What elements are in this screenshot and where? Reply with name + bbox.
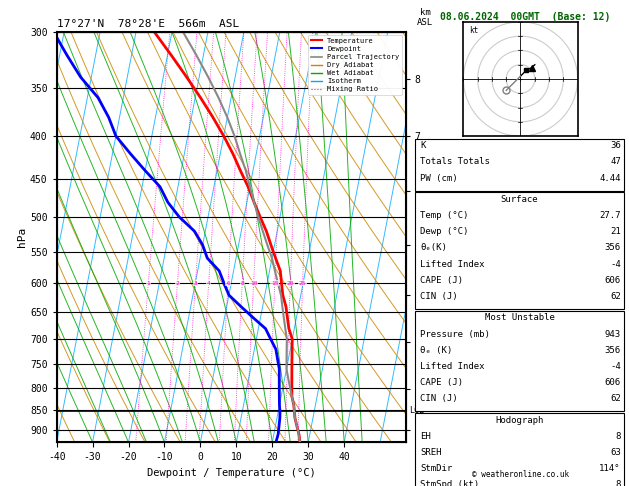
Text: 62: 62: [610, 292, 621, 301]
X-axis label: Dewpoint / Temperature (°C): Dewpoint / Temperature (°C): [147, 468, 316, 478]
Text: © weatheronline.co.uk: © weatheronline.co.uk: [472, 470, 569, 479]
Text: 1: 1: [147, 281, 150, 286]
Text: θₑ(K): θₑ(K): [420, 243, 447, 253]
Text: K: K: [420, 141, 426, 151]
Text: CAPE (J): CAPE (J): [420, 378, 463, 387]
Text: Lifted Index: Lifted Index: [420, 362, 485, 371]
Text: -4: -4: [610, 362, 621, 371]
Text: Hodograph: Hodograph: [496, 416, 543, 425]
Text: 15: 15: [271, 281, 279, 286]
Text: Surface: Surface: [501, 195, 538, 205]
Text: 62: 62: [610, 394, 621, 403]
Text: Totals Totals: Totals Totals: [420, 157, 490, 167]
Text: CIN (J): CIN (J): [420, 292, 458, 301]
Text: 4: 4: [207, 281, 211, 286]
Text: 20: 20: [287, 281, 294, 286]
Text: 63: 63: [610, 448, 621, 457]
Text: 2: 2: [175, 281, 179, 286]
Text: 356: 356: [604, 243, 621, 253]
Text: 08.06.2024  00GMT  (Base: 12): 08.06.2024 00GMT (Base: 12): [440, 12, 610, 22]
Text: km
ASL: km ASL: [417, 8, 433, 28]
Text: θₑ (K): θₑ (K): [420, 346, 452, 355]
Text: Dewp (°C): Dewp (°C): [420, 227, 469, 237]
Text: 4.44: 4.44: [599, 174, 621, 183]
Text: CAPE (J): CAPE (J): [420, 276, 463, 285]
Text: kt: kt: [469, 26, 478, 35]
Text: 6: 6: [226, 281, 230, 286]
Text: 8: 8: [615, 480, 621, 486]
Text: Temp (°C): Temp (°C): [420, 211, 469, 221]
Text: 21: 21: [610, 227, 621, 237]
Text: 356: 356: [604, 346, 621, 355]
Text: 36: 36: [610, 141, 621, 151]
Text: 17°27'N  78°28'E  566m  ASL: 17°27'N 78°28'E 566m ASL: [57, 19, 239, 30]
Text: 8: 8: [240, 281, 244, 286]
Text: SREH: SREH: [420, 448, 442, 457]
Text: Most Unstable: Most Unstable: [484, 313, 555, 323]
Text: CIN (J): CIN (J): [420, 394, 458, 403]
Text: Lifted Index: Lifted Index: [420, 260, 485, 269]
Text: 3: 3: [194, 281, 198, 286]
Text: 8: 8: [615, 432, 621, 441]
Text: 114°: 114°: [599, 464, 621, 473]
Text: 47: 47: [610, 157, 621, 167]
Text: Pressure (mb): Pressure (mb): [420, 330, 490, 339]
Text: LCL: LCL: [409, 406, 424, 416]
Text: -4: -4: [610, 260, 621, 269]
Text: StmDir: StmDir: [420, 464, 452, 473]
Text: EH: EH: [420, 432, 431, 441]
Text: 943: 943: [604, 330, 621, 339]
Text: 10: 10: [250, 281, 257, 286]
Text: 606: 606: [604, 276, 621, 285]
Y-axis label: hPa: hPa: [17, 227, 27, 247]
Text: Mixing Ratio (g/kg): Mixing Ratio (g/kg): [443, 190, 452, 284]
Text: PW (cm): PW (cm): [420, 174, 458, 183]
Legend: Temperature, Dewpoint, Parcel Trajectory, Dry Adiabat, Wet Adiabat, Isotherm, Mi: Temperature, Dewpoint, Parcel Trajectory…: [308, 35, 402, 95]
Text: 25: 25: [299, 281, 306, 286]
Text: 606: 606: [604, 378, 621, 387]
Text: 27.7: 27.7: [599, 211, 621, 221]
Text: StmSpd (kt): StmSpd (kt): [420, 480, 479, 486]
